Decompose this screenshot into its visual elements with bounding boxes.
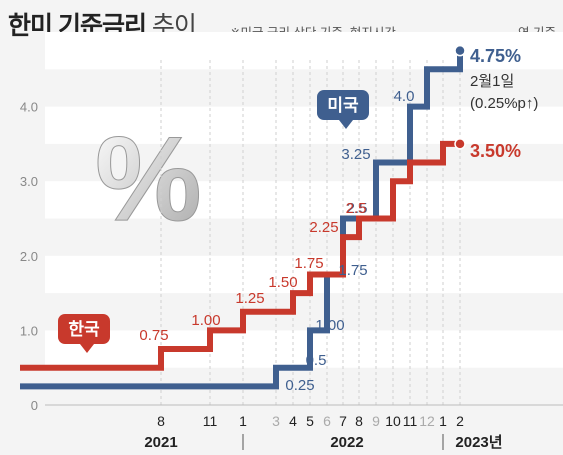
x-month-label: 7	[339, 413, 347, 429]
kr-value-label: 1.00	[191, 312, 220, 329]
x-month-label: 5	[306, 413, 314, 429]
grid-band	[45, 32, 563, 70]
kr-legend-callout: 한국	[58, 314, 110, 353]
kr-end-label: 3.50%	[470, 141, 521, 161]
x-month-label: 11	[203, 413, 218, 429]
kr-value-label: 2.25	[309, 219, 338, 236]
kr-legend-callout-box	[58, 314, 110, 344]
us-end-note-change: (0.25%p↑)	[470, 95, 538, 112]
grid-bands	[45, 32, 563, 368]
us-end-point	[454, 44, 466, 57]
x-month-label: 8	[157, 413, 165, 429]
y-tick-label: 2.0	[20, 249, 38, 264]
x-month-label: 8	[355, 413, 363, 429]
us-value-label: 3.25	[341, 146, 370, 163]
kr-value-label: 2.5	[346, 200, 367, 217]
us-value-label: 2.5	[347, 200, 368, 217]
us-value-label: 1.75	[338, 262, 367, 279]
us-end-label: 4.75%	[470, 46, 521, 66]
x-month-label: 11	[403, 413, 418, 429]
us-value-label: 1.00	[315, 317, 344, 334]
year-label: 2021	[144, 434, 177, 451]
us-legend-callout-text: 미국	[327, 96, 359, 115]
x-month-label: 12	[419, 413, 435, 429]
y-axis: 0 1.0 2.0 3.0 4.0	[20, 100, 38, 413]
grid-band	[45, 330, 563, 368]
x-month-label: 2	[456, 413, 464, 429]
y-tick-label: 1.0	[20, 323, 38, 338]
y-tick-label: 4.0	[20, 100, 38, 115]
x-month-label: 4	[289, 413, 297, 429]
x-month-label: 1	[439, 413, 447, 429]
us-end-note-date: 2월1일	[470, 73, 514, 90]
y-tick-label: 0	[31, 398, 38, 413]
us-value-label: 4.0	[394, 88, 415, 105]
kr-rate-line	[20, 140, 460, 371]
us-legend-callout: 미국	[317, 90, 369, 129]
kr-value-label: 0.75	[139, 327, 168, 344]
x-month-label: 3	[272, 413, 280, 429]
kr-end-point	[454, 138, 466, 150]
x-month-label: 6	[323, 413, 331, 429]
x-month-label: 1	[239, 413, 247, 429]
x-month-label: 10	[385, 413, 401, 429]
grid-band	[45, 181, 563, 219]
data-labels: 0.25 0.5 1.00 1.75 2.5 3.25 4.0 0.75 1.00 1.251.5…	[58, 46, 538, 394]
us-rate-line	[20, 50, 463, 390]
kr-value-label: 1.25	[235, 290, 264, 307]
kr-value-label: 1.50	[268, 274, 297, 291]
x-month-label: 9	[372, 413, 380, 429]
series-lines	[20, 44, 466, 390]
us-value-label: 0.5	[306, 352, 327, 369]
year-label: 2023년	[455, 434, 502, 451]
kr-value-label: 1.75	[294, 255, 323, 272]
us-value-label: 0.25	[285, 377, 314, 394]
us-legend-callout-box	[317, 90, 369, 120]
grid-band	[45, 106, 563, 144]
year-label: 2022	[330, 434, 363, 451]
percent-icon: %	[95, 112, 202, 246]
kr-legend-callout-text: 한국	[68, 320, 100, 339]
us-legend-callout-pointer	[339, 120, 353, 129]
kr-legend-callout-pointer	[80, 344, 94, 353]
grid-band	[45, 255, 563, 294]
y-tick-label: 3.0	[20, 174, 38, 189]
